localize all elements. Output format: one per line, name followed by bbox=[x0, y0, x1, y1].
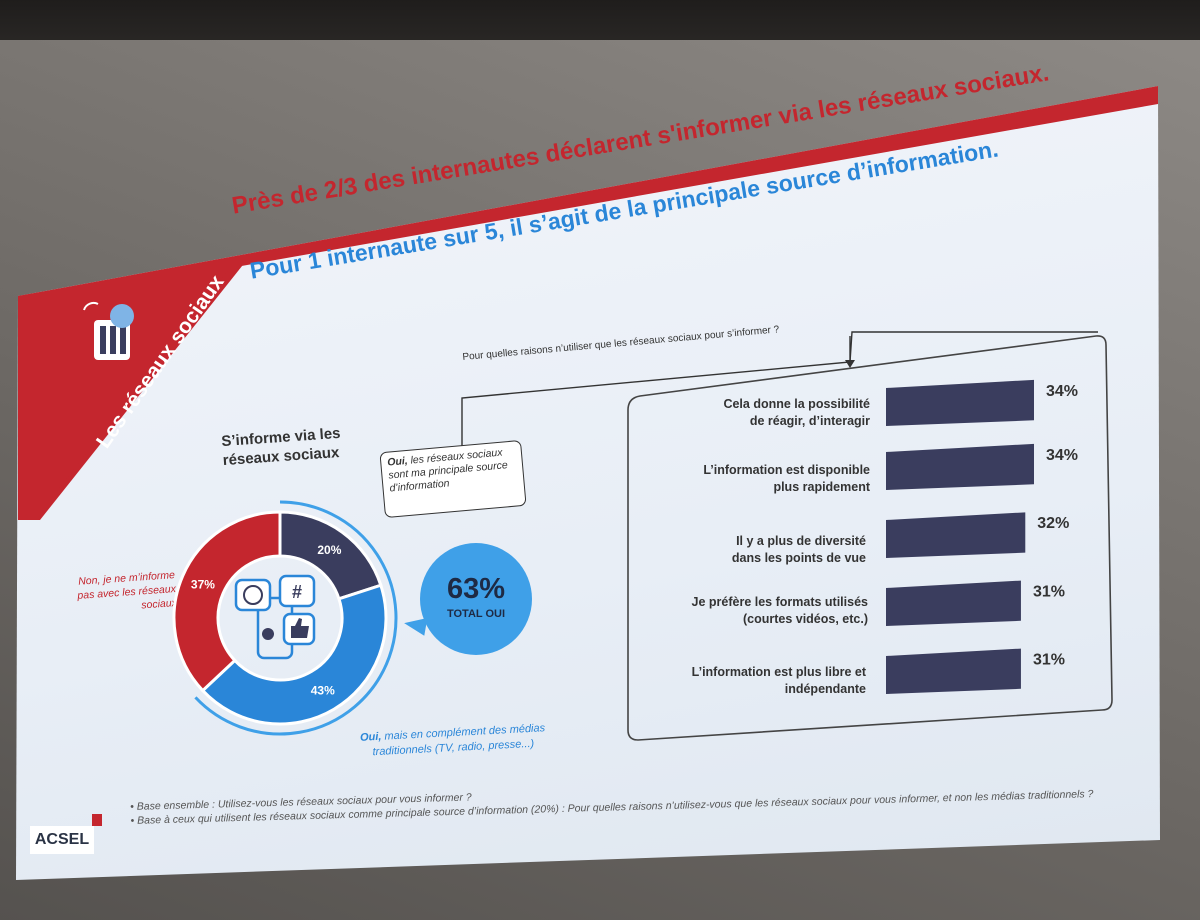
bar-value-4: 31% bbox=[1033, 651, 1065, 668]
bar-category-4-line-0: L’information est plus libre et bbox=[692, 665, 867, 679]
bar-chart: 34% Cela donne la possibilité de réagir, d… bbox=[627, 335, 1113, 741]
bar-2 bbox=[886, 512, 1026, 558]
bar-category-2-line-1: dans les points de vue bbox=[732, 551, 866, 565]
bar-value-1: 34% bbox=[1046, 447, 1078, 464]
bar-1 bbox=[886, 443, 1034, 490]
bar-value-0: 34% bbox=[1046, 383, 1078, 400]
total-oui-bubble: 63% TOTAL OUI bbox=[420, 543, 532, 655]
phone-social-icon: # bbox=[234, 574, 316, 660]
bar-4 bbox=[886, 648, 1021, 694]
bar-value-2: 32% bbox=[1037, 515, 1069, 532]
acsel-logo: ACSEL bbox=[30, 826, 94, 854]
svg-text:#: # bbox=[292, 582, 302, 602]
bar-category-0-line-1: de réagir, d’interagir bbox=[750, 414, 870, 428]
social-media-icon bbox=[83, 301, 134, 360]
donut-label-0: 20% bbox=[317, 543, 341, 557]
logo-mark bbox=[92, 814, 102, 826]
donut-chart: 20% 43% 37% # bbox=[172, 500, 398, 736]
bar-category-2-line-0: Il y a plus de diversité bbox=[736, 534, 866, 548]
donut-slice-1 bbox=[200, 583, 388, 726]
bar-category-3-line-0: Je préfère les formats utilisés bbox=[692, 595, 869, 609]
donut-label-2: 37% bbox=[191, 578, 215, 592]
donut-label-1: 43% bbox=[311, 683, 335, 697]
bar-value-3: 31% bbox=[1033, 583, 1065, 600]
bar-category-1-line-1: plus rapidement bbox=[773, 480, 870, 494]
donut-slice-2 bbox=[172, 510, 282, 693]
total-oui-label: TOTAL OUI bbox=[446, 608, 506, 620]
bar-category-0-line-0: Cela donne la possibilité bbox=[723, 397, 870, 411]
bar-category-1-line-0: L’information est disponible bbox=[703, 463, 870, 477]
total-oui-arc bbox=[194, 500, 398, 736]
total-oui-value: 63% bbox=[446, 573, 506, 605]
bar-0 bbox=[886, 379, 1034, 426]
bar-3 bbox=[886, 580, 1021, 626]
bar-category-3-line-1: (courtes vidéos, etc.) bbox=[743, 612, 868, 626]
bar-chart-frame bbox=[627, 335, 1113, 741]
bar-category-4-line-1: indépendante bbox=[785, 682, 866, 696]
